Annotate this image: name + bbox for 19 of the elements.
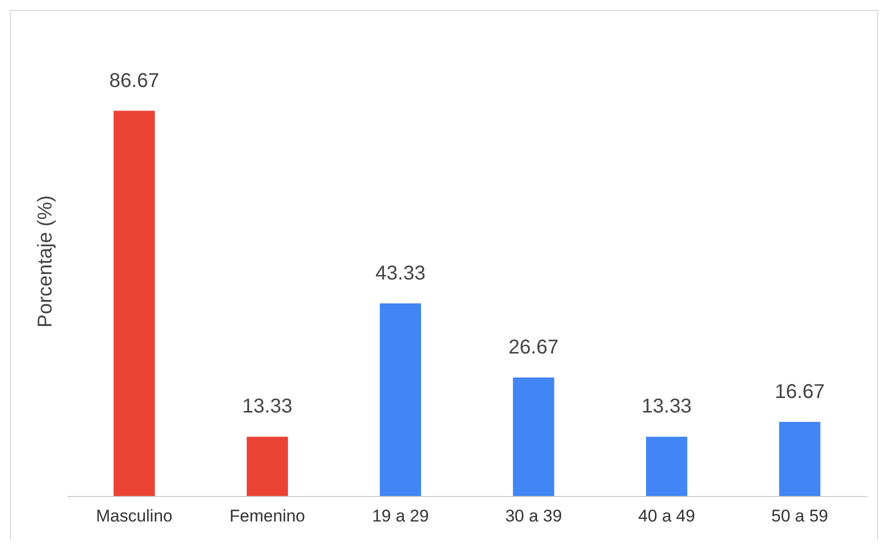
x-tick-label: 19 a 29 [372, 506, 429, 526]
bar [246, 436, 288, 496]
x-tick-label: Masculino [96, 506, 172, 526]
x-tick-label: Femenino [230, 506, 306, 526]
data-label: 86.67 [109, 70, 160, 92]
x-tick-label: 40 a 49 [638, 506, 696, 526]
x-tick-label: 50 a 59 [771, 506, 828, 526]
data-label: 16.67 [774, 380, 825, 403]
y-axis-title: Porcentaje (%) [34, 195, 56, 328]
bar [380, 303, 422, 496]
data-label: 13.33 [642, 396, 692, 418]
bar [114, 110, 155, 496]
data-label: 13.33 [242, 396, 292, 418]
bar [512, 377, 554, 496]
data-label: 43.33 [375, 262, 426, 284]
data-label: 26.67 [508, 336, 559, 358]
bar [646, 436, 688, 496]
x-tick-label: 30 a 39 [505, 506, 562, 526]
bar [779, 422, 820, 496]
